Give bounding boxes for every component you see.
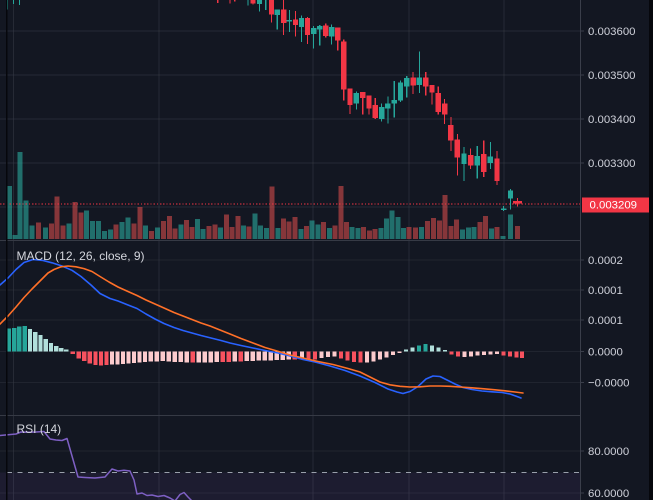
svg-text:0.003400: 0.003400: [588, 114, 636, 126]
svg-text:0.0000: 0.0000: [588, 347, 623, 359]
svg-text:0.0002: 0.0002: [588, 255, 623, 267]
svg-text:MACD (12, 26, close, 9): MACD (12, 26, close, 9): [17, 249, 145, 263]
svg-text:0.003600: 0.003600: [588, 26, 636, 38]
svg-text:0.0001: 0.0001: [588, 315, 623, 327]
svg-text:−0.0000: −0.0000: [588, 378, 630, 390]
svg-text:0.003209: 0.003209: [590, 200, 638, 212]
svg-text:80.0000: 80.0000: [588, 446, 629, 458]
svg-text:0.003300: 0.003300: [588, 158, 636, 170]
svg-text:0.0001: 0.0001: [588, 285, 623, 297]
svg-text:RSI (14): RSI (14): [17, 422, 62, 436]
svg-text:0.003500: 0.003500: [588, 70, 636, 82]
svg-text:60.0000: 60.0000: [588, 488, 629, 500]
